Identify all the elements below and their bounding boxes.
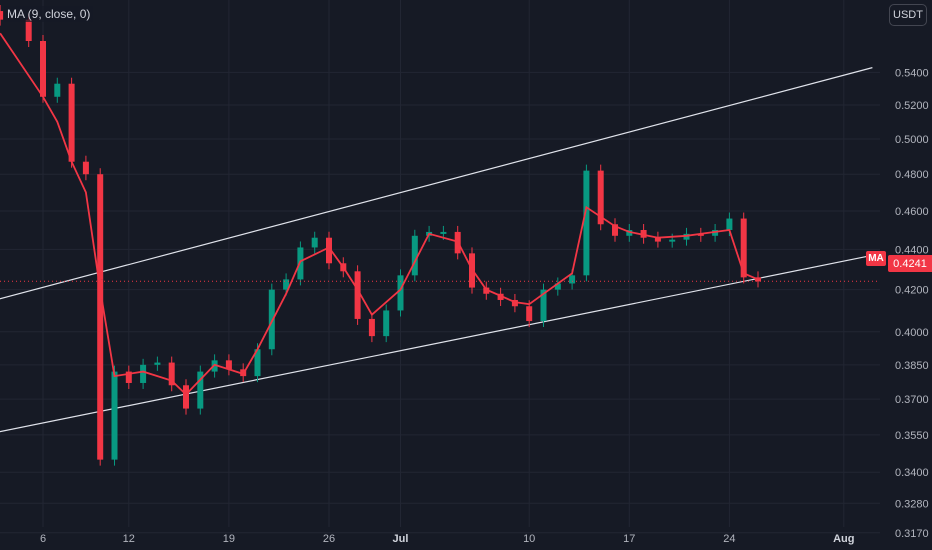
candle-body xyxy=(726,218,733,230)
candle-body xyxy=(97,279,104,460)
y-tick-label: 0.4600 xyxy=(895,206,929,218)
candle-body xyxy=(697,233,704,236)
y-tick-label: 0.4400 xyxy=(895,244,929,256)
candle-body xyxy=(125,371,132,383)
candle-body xyxy=(612,224,618,236)
y-tick-label: 0.3850 xyxy=(895,360,929,372)
x-tick-label: 12 xyxy=(123,533,135,545)
y-tick-label: 0.5400 xyxy=(895,67,929,79)
candle-body xyxy=(97,174,104,280)
candle-body xyxy=(254,349,261,377)
candle-body xyxy=(712,229,719,236)
candle-body xyxy=(526,306,533,322)
x-axis[interactable]: 6 12 19 26 Jul 10 17 24 Aug xyxy=(40,533,855,545)
x-tick-label: Aug xyxy=(833,533,854,545)
candle-body xyxy=(540,289,547,322)
x-tick-label: 6 xyxy=(40,533,46,545)
candle-body xyxy=(0,11,4,20)
y-tick-label: 0.3550 xyxy=(895,430,929,442)
y-tick-label: 0.5200 xyxy=(895,100,929,112)
y-tick-label: 0.3280 xyxy=(895,498,929,510)
y-tick-label: 0.3400 xyxy=(895,467,929,479)
candle-body xyxy=(497,293,504,300)
candle-body xyxy=(183,385,189,409)
candle-body xyxy=(569,275,576,284)
candle-body xyxy=(154,362,161,365)
x-tick-label: 10 xyxy=(523,533,535,545)
ma-line xyxy=(0,32,759,396)
last-price-tag: 0.4241 xyxy=(888,255,932,272)
candle-body xyxy=(740,218,747,278)
candle-body xyxy=(383,310,390,337)
candle-body xyxy=(168,362,175,386)
y-tick-label: 0.5000 xyxy=(895,134,929,146)
candle-body xyxy=(597,170,604,225)
y-tick-label: 0.4200 xyxy=(895,285,929,297)
candle-body xyxy=(40,41,46,97)
candle-body xyxy=(554,283,561,290)
trendlines[interactable] xyxy=(0,67,873,438)
x-tick-label: 17 xyxy=(623,533,635,545)
ma-legend[interactable]: MA (9, close, 0) xyxy=(4,6,94,22)
y-tick-label: 0.4000 xyxy=(895,327,929,339)
candle-body xyxy=(511,299,518,307)
x-tick-label: 24 xyxy=(723,533,735,545)
x-tick-label: 26 xyxy=(323,533,335,545)
candle-body xyxy=(683,233,690,240)
y-tick-label: 0.3170 xyxy=(895,528,929,540)
currency-button[interactable]: USDT xyxy=(889,4,927,26)
trendline[interactable] xyxy=(0,67,873,307)
candle-body xyxy=(225,360,232,370)
candle-body xyxy=(583,170,590,276)
ma-line-path xyxy=(0,32,759,396)
candle-body xyxy=(326,237,332,264)
candle-body xyxy=(54,83,61,97)
candle-body xyxy=(197,371,204,409)
candle-body xyxy=(411,235,418,276)
candle-body xyxy=(626,229,633,236)
candle-body xyxy=(354,271,361,319)
x-tick-label: Jul xyxy=(393,533,409,545)
candle-body xyxy=(82,161,89,175)
candle-body xyxy=(669,239,676,242)
candle-body xyxy=(755,277,761,282)
candle-body xyxy=(111,371,118,460)
y-axis[interactable]: 0.5400 0.5200 0.5000 0.4800 0.4600 0.4400 0.42… xyxy=(895,67,929,539)
candle-body xyxy=(640,229,647,238)
trendline[interactable] xyxy=(0,254,873,437)
candle-body xyxy=(397,275,404,311)
candle-body xyxy=(268,289,275,350)
candle-body xyxy=(483,287,490,294)
candle-body xyxy=(440,231,447,234)
candle-body xyxy=(283,279,290,290)
ma-value-tag: MA xyxy=(866,251,886,266)
y-tick-label: 0.3700 xyxy=(895,394,929,406)
candle-body xyxy=(311,237,318,248)
candle-body xyxy=(68,83,75,162)
x-tick-label: 19 xyxy=(223,533,235,545)
candle-body xyxy=(368,318,375,337)
candle-body xyxy=(25,19,32,41)
candle-body xyxy=(654,237,661,242)
y-tick-label: 0.4800 xyxy=(895,169,929,181)
candle-body xyxy=(140,364,147,383)
